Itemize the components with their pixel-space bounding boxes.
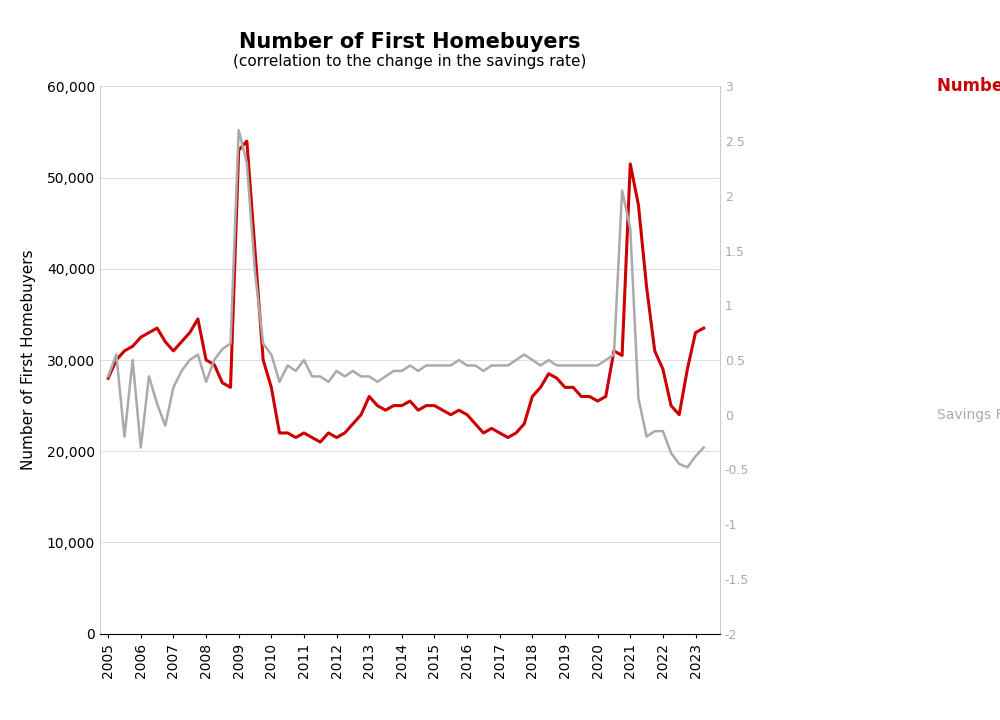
Text: Savings Ratio (ΔYoY): Savings Ratio (ΔYoY) xyxy=(937,408,1000,422)
Text: (correlation to the change in the savings rate): (correlation to the change in the saving… xyxy=(233,54,587,69)
Text: Number of First Homebuyers: Number of First Homebuyers xyxy=(239,32,581,53)
Y-axis label: Number of First Homebuyers: Number of First Homebuyers xyxy=(21,250,36,470)
Text: Number of FHBs: Number of FHBs xyxy=(937,77,1000,95)
